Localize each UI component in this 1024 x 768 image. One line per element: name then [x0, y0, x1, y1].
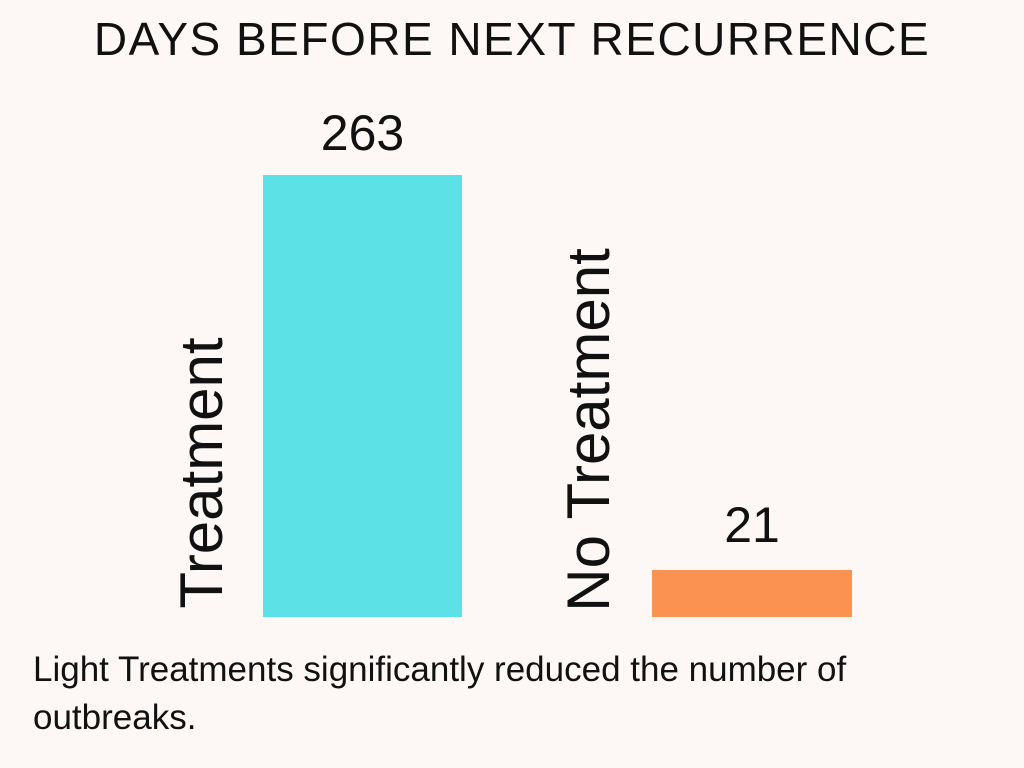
- bar-treatment: [263, 175, 462, 617]
- bar-value-treatment: 263: [320, 105, 405, 161]
- category-label-treatment: Treatment: [168, 337, 235, 609]
- chart-title: DAYS BEFORE NEXT RECURRENCE: [93, 13, 931, 65]
- bar-value-no-treatment: 21: [724, 497, 780, 553]
- bar-no-treatment: [652, 570, 852, 617]
- category-label-no-treatment: No Treatment: [555, 248, 622, 612]
- chart-caption: Light Treatments significantly reduced t…: [33, 650, 847, 737]
